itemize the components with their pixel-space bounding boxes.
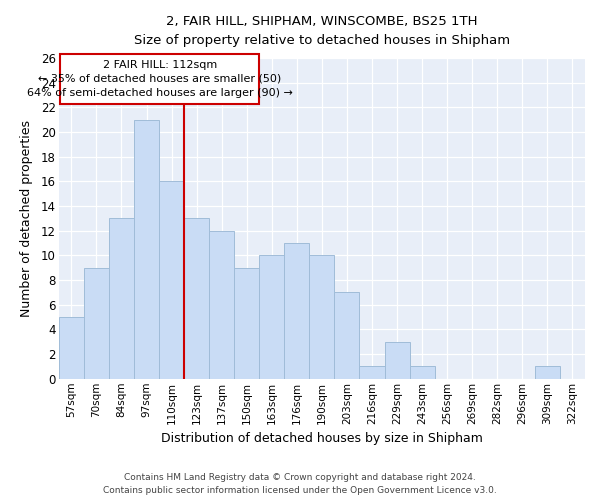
Title: 2, FAIR HILL, SHIPHAM, WINSCOMBE, BS25 1TH
Size of property relative to detached: 2, FAIR HILL, SHIPHAM, WINSCOMBE, BS25 1…: [134, 15, 510, 47]
Y-axis label: Number of detached properties: Number of detached properties: [20, 120, 33, 317]
Bar: [410, 366, 434, 379]
Bar: [310, 256, 334, 379]
Bar: [334, 292, 359, 379]
Bar: [159, 182, 184, 379]
Text: ← 35% of detached houses are smaller (50): ← 35% of detached houses are smaller (50…: [38, 74, 281, 84]
Bar: [59, 317, 84, 379]
Bar: [209, 230, 234, 379]
Bar: [535, 366, 560, 379]
Bar: [84, 268, 109, 379]
Bar: [134, 120, 159, 379]
Bar: [184, 218, 209, 379]
Bar: [284, 243, 310, 379]
X-axis label: Distribution of detached houses by size in Shipham: Distribution of detached houses by size …: [161, 432, 483, 445]
Bar: [385, 342, 410, 379]
Bar: [234, 268, 259, 379]
Bar: [359, 366, 385, 379]
FancyBboxPatch shape: [60, 54, 259, 104]
Text: 2 FAIR HILL: 112sqm: 2 FAIR HILL: 112sqm: [103, 60, 217, 70]
Text: Contains HM Land Registry data © Crown copyright and database right 2024.
Contai: Contains HM Land Registry data © Crown c…: [103, 474, 497, 495]
Text: 64% of semi-detached houses are larger (90) →: 64% of semi-detached houses are larger (…: [27, 88, 293, 98]
Bar: [259, 256, 284, 379]
Bar: [109, 218, 134, 379]
